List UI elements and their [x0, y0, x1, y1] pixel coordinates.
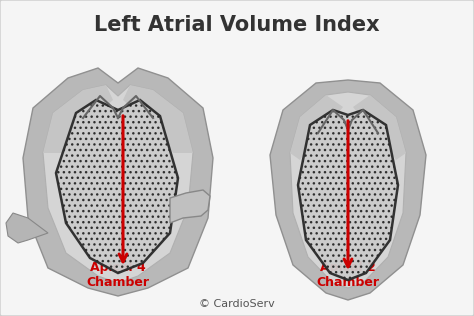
- Polygon shape: [290, 95, 343, 160]
- Text: Chamber: Chamber: [317, 276, 380, 289]
- Polygon shape: [43, 85, 113, 153]
- Text: Apical 2: Apical 2: [320, 262, 376, 275]
- Polygon shape: [6, 213, 48, 243]
- Text: © CardioServ: © CardioServ: [199, 299, 275, 309]
- Polygon shape: [353, 95, 406, 160]
- Polygon shape: [290, 92, 406, 288]
- Polygon shape: [56, 100, 178, 273]
- Text: Apical 4: Apical 4: [90, 262, 146, 275]
- Polygon shape: [123, 85, 193, 153]
- Polygon shape: [298, 110, 398, 280]
- Polygon shape: [170, 190, 210, 223]
- Polygon shape: [23, 68, 213, 296]
- Text: Left Atrial Volume Index: Left Atrial Volume Index: [94, 15, 380, 35]
- Polygon shape: [270, 80, 426, 300]
- Text: Chamber: Chamber: [86, 276, 149, 289]
- Polygon shape: [43, 85, 193, 283]
